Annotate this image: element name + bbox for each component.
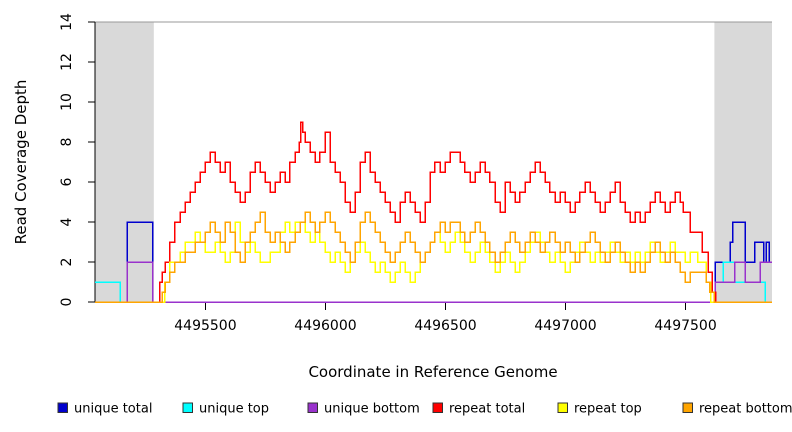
y-tick-label: 4 (59, 217, 75, 226)
legend-swatch-repeat-top (557, 402, 568, 413)
x-tick-label: 4497500 (654, 318, 716, 334)
legend-item-unique-total: unique total (57, 402, 152, 417)
x-tick-label: 4495500 (174, 318, 236, 334)
x-tick-label: 4497000 (534, 318, 596, 334)
y-tick-label: 6 (59, 177, 75, 186)
legend-swatch-unique-bottom (307, 402, 318, 413)
x-tick-label: 4496000 (294, 318, 356, 334)
legend-label-unique-top: unique top (199, 402, 269, 417)
series-unique-top (95, 261, 772, 303)
series-unique-bottom (95, 261, 772, 303)
legend-swatch-repeat-total (432, 402, 443, 413)
legend-swatch-unique-top (182, 402, 193, 413)
y-tick-label: 2 (59, 258, 75, 267)
legend-item-repeat-top: repeat top (557, 402, 642, 417)
plot-area: 0 2 4 6 8 10 12 14 4495500 4496000 4496500 4497000 4… (59, 13, 772, 334)
x-tick-label: 4496500 (414, 318, 476, 334)
y-tick-label: 0 (59, 298, 75, 307)
legend-item-repeat-bottom: repeat bottom (682, 402, 792, 417)
legend-item-unique-bottom: unique bottom (307, 402, 420, 417)
y-tick-label: 8 (59, 138, 75, 147)
legend-label-repeat-bottom: repeat bottom (699, 402, 792, 417)
legend-item-repeat-total: repeat total (432, 402, 525, 417)
legend-label-repeat-top: repeat top (574, 402, 642, 417)
masked-region-right (714, 22, 772, 302)
legend-item-unique-top: unique top (182, 402, 269, 417)
y-tick-label: 10 (59, 93, 75, 111)
y-tick-label: 12 (59, 53, 75, 71)
series-repeat-total (95, 121, 772, 303)
y-axis-title: Read Coverage Depth (12, 80, 30, 245)
series-repeat-top (95, 221, 772, 303)
masked-region-left (95, 22, 154, 302)
series-unique-total (95, 221, 772, 303)
legend-swatch-repeat-bottom (682, 402, 693, 413)
legend-label-repeat-total: repeat total (449, 402, 525, 417)
legend: unique total unique top unique bottom re… (57, 402, 792, 417)
y-tick-label: 14 (59, 13, 75, 31)
x-axis-title: Coordinate in Reference Genome (308, 363, 557, 381)
legend-label-unique-bottom: unique bottom (324, 402, 420, 417)
legend-swatch-unique-total (57, 402, 68, 413)
legend-label-unique-total: unique total (74, 402, 152, 417)
series-repeat-bottom (95, 211, 772, 303)
